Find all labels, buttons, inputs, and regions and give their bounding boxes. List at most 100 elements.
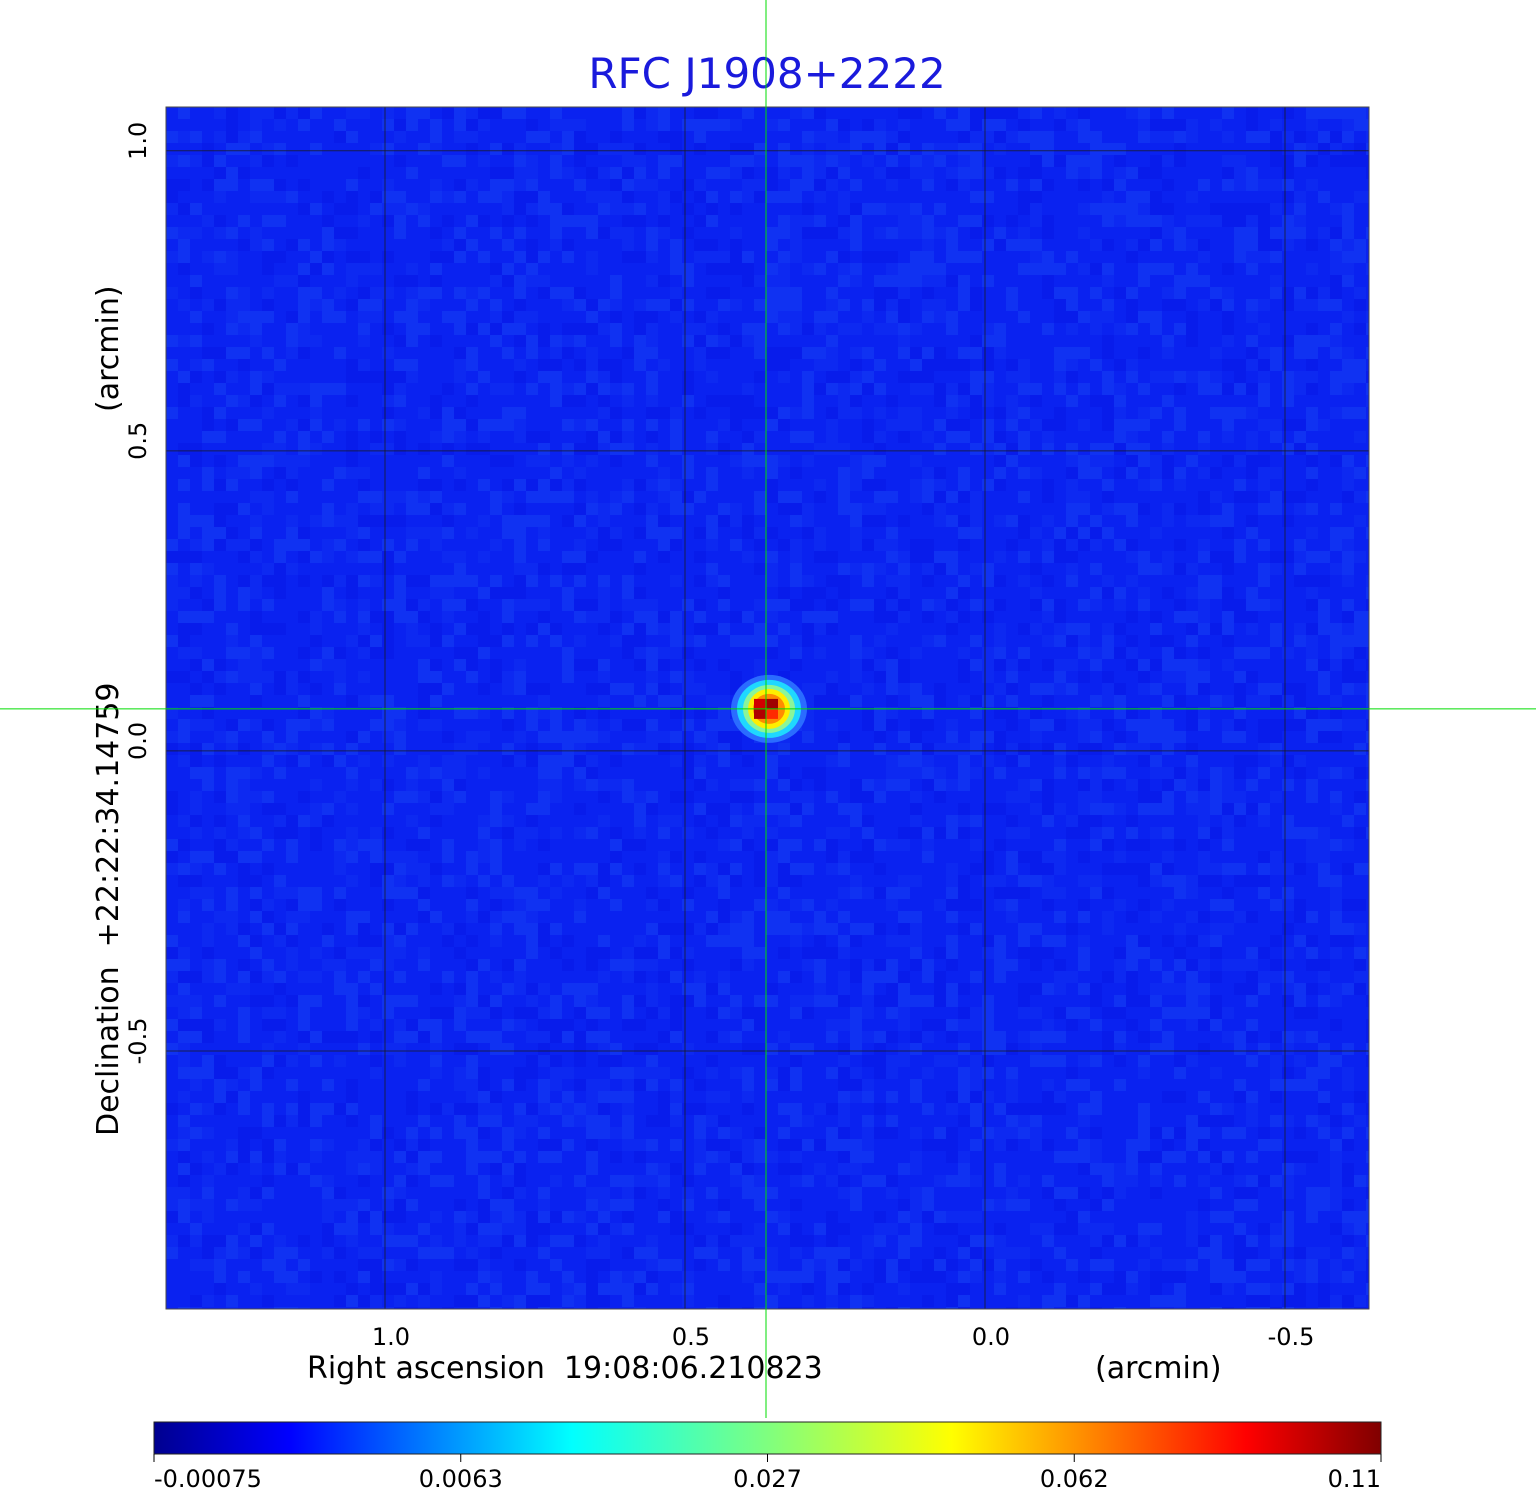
noise-cell (202, 215, 214, 227)
noise-cell (778, 347, 790, 359)
noise-cell (1342, 575, 1354, 587)
noise-cell (1054, 407, 1066, 419)
noise-cell (262, 1223, 274, 1235)
noise-cell (1090, 599, 1102, 611)
noise-cell (1090, 203, 1102, 215)
noise-cell (574, 551, 586, 563)
noise-cell (754, 1007, 766, 1019)
noise-cell (1162, 695, 1174, 707)
noise-cell (886, 707, 898, 719)
noise-cell (454, 479, 466, 491)
noise-cell (550, 575, 562, 587)
noise-cell (826, 167, 838, 179)
noise-cell (1366, 983, 1369, 995)
noise-cell (1126, 251, 1138, 263)
noise-cell (1306, 731, 1318, 743)
noise-cell (1150, 563, 1162, 575)
noise-cell (1222, 887, 1234, 899)
noise-cell (502, 1211, 514, 1223)
noise-cell (454, 923, 466, 935)
noise-cell (1282, 215, 1294, 227)
noise-cell (1282, 1031, 1294, 1043)
noise-cell (286, 683, 298, 695)
noise-cell (802, 767, 814, 779)
noise-cell (1006, 755, 1018, 767)
noise-cell (454, 407, 466, 419)
noise-cell (1222, 779, 1234, 791)
noise-cell (922, 563, 934, 575)
noise-cell (1066, 827, 1078, 839)
noise-cell (238, 455, 250, 467)
noise-cell (874, 1223, 886, 1235)
noise-cell (874, 383, 886, 395)
noise-cell (622, 227, 634, 239)
noise-cell (1234, 1259, 1246, 1271)
noise-cell (862, 1247, 874, 1259)
noise-cell (358, 1259, 370, 1271)
noise-cell (418, 863, 430, 875)
noise-cell (1090, 395, 1102, 407)
noise-cell (622, 599, 634, 611)
noise-cell (1066, 683, 1078, 695)
noise-cell (706, 719, 718, 731)
noise-cell (1366, 707, 1369, 719)
noise-cell (1090, 1127, 1102, 1139)
noise-cell (1366, 107, 1369, 119)
noise-cell (166, 359, 178, 371)
noise-cell (766, 467, 778, 479)
noise-cell (706, 803, 718, 815)
noise-cell (346, 1091, 358, 1103)
noise-cell (1198, 803, 1210, 815)
noise-cell (1258, 395, 1270, 407)
noise-cell (370, 935, 382, 947)
noise-cell (202, 1067, 214, 1079)
noise-cell (886, 983, 898, 995)
noise-cell (298, 671, 310, 683)
noise-cell (1330, 947, 1342, 959)
noise-cell (1366, 527, 1369, 539)
noise-cell (886, 323, 898, 335)
noise-cell (526, 803, 538, 815)
noise-cell (1198, 371, 1210, 383)
noise-cell (370, 1115, 382, 1127)
noise-cell (1066, 971, 1078, 983)
noise-cell (418, 839, 430, 851)
noise-cell (1078, 935, 1090, 947)
noise-cell (310, 443, 322, 455)
noise-cell (994, 1031, 1006, 1043)
noise-cell (718, 587, 730, 599)
noise-cell (586, 875, 598, 887)
noise-cell (982, 1067, 994, 1079)
noise-cell (226, 107, 238, 119)
noise-cell (922, 755, 934, 767)
noise-cell (1306, 527, 1318, 539)
noise-cell (1066, 395, 1078, 407)
noise-cell (898, 1211, 910, 1223)
noise-cell (190, 1031, 202, 1043)
noise-cell (1018, 851, 1030, 863)
noise-cell (646, 1055, 658, 1067)
noise-cell (910, 1211, 922, 1223)
noise-cell (334, 755, 346, 767)
noise-cell (286, 755, 298, 767)
noise-cell (634, 107, 646, 119)
noise-cell (1126, 299, 1138, 311)
noise-cell (1306, 407, 1318, 419)
noise-cell (370, 503, 382, 515)
noise-cell (1366, 455, 1369, 467)
noise-cell (406, 611, 418, 623)
noise-cell (1198, 779, 1210, 791)
noise-cell (226, 419, 238, 431)
noise-cell (178, 179, 190, 191)
noise-cell (394, 275, 406, 287)
noise-cell (1186, 995, 1198, 1007)
noise-cell (1234, 155, 1246, 167)
noise-cell (538, 563, 550, 575)
noise-cell (298, 299, 310, 311)
noise-cell (946, 911, 958, 923)
noise-cell (1066, 527, 1078, 539)
noise-cell (250, 683, 262, 695)
noise-cell (430, 131, 442, 143)
noise-cell (1078, 155, 1090, 167)
noise-cell (298, 971, 310, 983)
